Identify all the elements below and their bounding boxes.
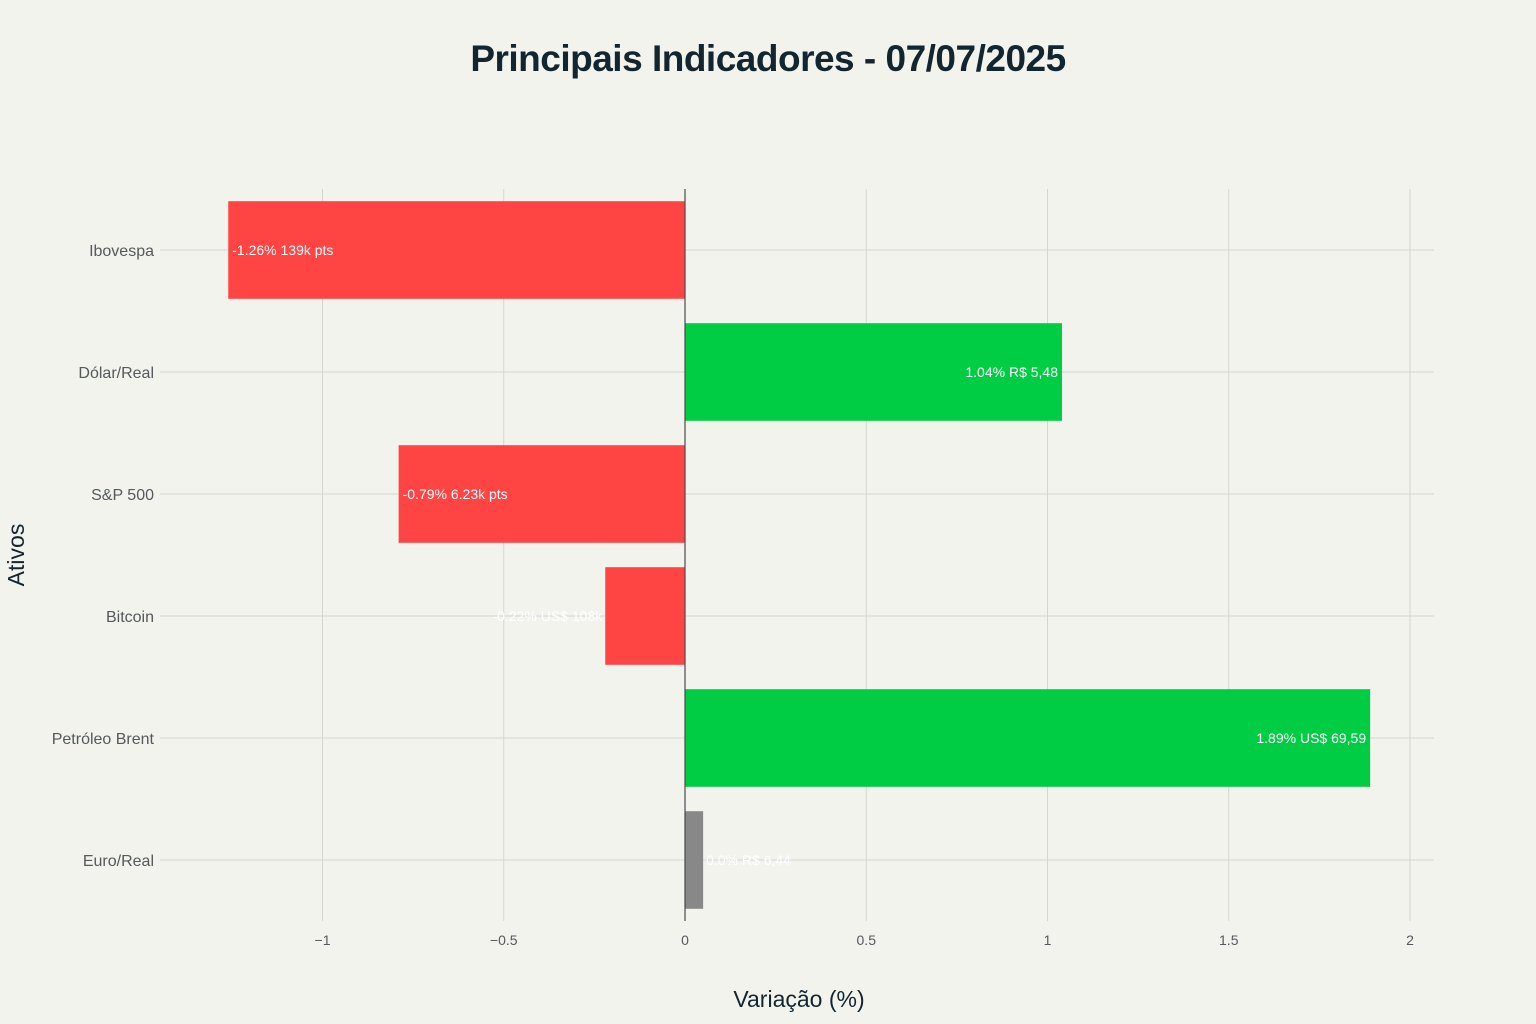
x-axis-title: Variação (%) bbox=[733, 986, 864, 1012]
category-label: Bitcoin bbox=[106, 609, 154, 626]
x-tick-label: 0 bbox=[681, 932, 689, 948]
category-label: S&P 500 bbox=[91, 487, 154, 504]
chart-title: Principais Indicadores - 07/07/2025 bbox=[470, 38, 1066, 79]
category-label: Ibovespa bbox=[89, 243, 154, 260]
x-tick-label: −1 bbox=[315, 932, 331, 948]
category-label: Euro/Real bbox=[83, 853, 154, 870]
x-tick-label: 1 bbox=[1044, 932, 1052, 948]
label-layer: −1 −0.5 0 0.5 1 1.5 2 Ibovespa -1.26% 139k pts Dó… bbox=[52, 242, 1414, 948]
category-label: Petróleo Brent bbox=[52, 731, 155, 748]
category-label: Dólar/Real bbox=[78, 365, 154, 382]
bar-data-label: -0.22% US$ 108k bbox=[493, 608, 604, 624]
bar-layer bbox=[228, 201, 1371, 909]
bar bbox=[228, 201, 685, 299]
y-axis-title: Ativos bbox=[3, 524, 29, 587]
bar-data-label: -0.79% 6.23k pts bbox=[403, 486, 508, 502]
bar-data-label: 0.0% R$ 6,44 bbox=[706, 852, 791, 868]
bar bbox=[685, 323, 1062, 421]
bar bbox=[685, 689, 1371, 787]
bar-data-label: 1.89% US$ 69,59 bbox=[1256, 730, 1366, 746]
bar bbox=[398, 445, 685, 543]
bar-data-label: 1.04% R$ 5,48 bbox=[965, 364, 1058, 380]
x-tick-label: 1.5 bbox=[1219, 932, 1239, 948]
bar-data-label: -1.26% 139k pts bbox=[232, 242, 333, 258]
x-tick-label: 0.5 bbox=[857, 932, 877, 948]
bar bbox=[605, 567, 685, 665]
bar bbox=[685, 811, 704, 909]
x-tick-label: −0.5 bbox=[490, 932, 518, 948]
x-tick-label: 2 bbox=[1406, 932, 1414, 948]
